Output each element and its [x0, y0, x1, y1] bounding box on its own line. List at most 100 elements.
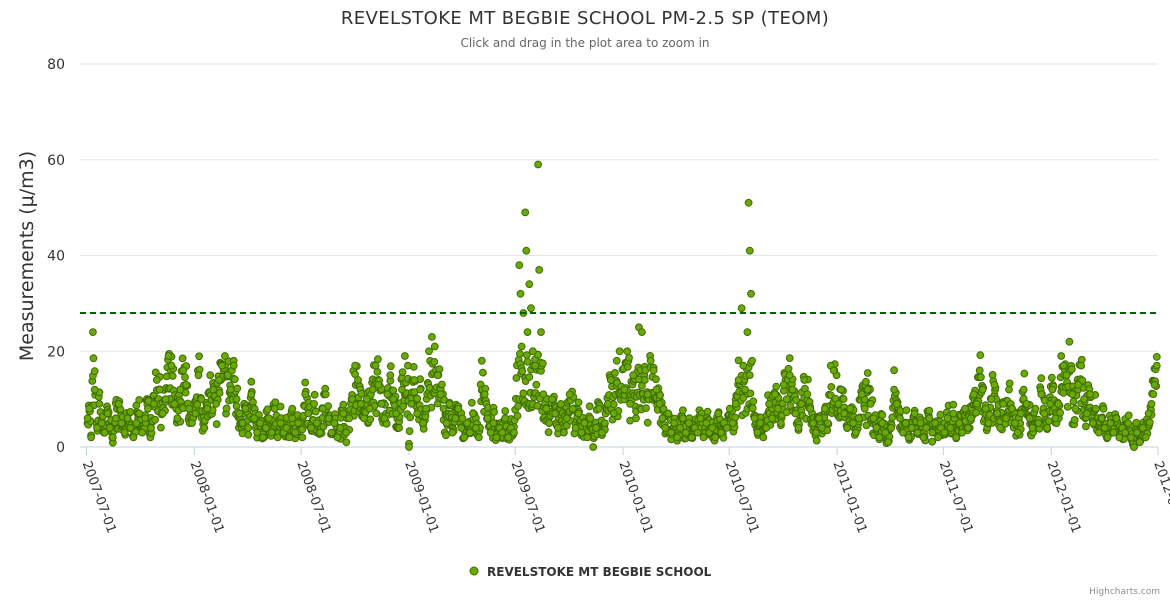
- data-point[interactable]: [1002, 414, 1010, 423]
- data-point[interactable]: [611, 369, 619, 377]
- data-point[interactable]: [244, 424, 253, 432]
- data-point[interactable]: [89, 354, 98, 363]
- data-point[interactable]: [902, 406, 911, 415]
- data-point[interactable]: [221, 352, 229, 360]
- data-point[interactable]: [1013, 428, 1022, 437]
- data-point[interactable]: [544, 428, 553, 437]
- data-point[interactable]: [291, 428, 300, 437]
- data-point[interactable]: [250, 414, 259, 423]
- data-point[interactable]: [768, 414, 776, 423]
- data-point[interactable]: [178, 354, 187, 363]
- data-point[interactable]: [1109, 428, 1118, 437]
- data-point[interactable]: [405, 443, 413, 451]
- data-point[interactable]: [531, 361, 539, 370]
- data-point[interactable]: [474, 433, 483, 442]
- data-point[interactable]: [684, 419, 693, 428]
- data-point[interactable]: [537, 328, 545, 337]
- data-point[interactable]: [922, 424, 931, 432]
- data-point[interactable]: [486, 428, 495, 437]
- data-point[interactable]: [919, 433, 928, 442]
- data-point[interactable]: [168, 372, 177, 380]
- data-point[interactable]: [890, 366, 898, 375]
- data-point[interactable]: [702, 419, 711, 428]
- data-point[interactable]: [749, 397, 758, 406]
- data-point[interactable]: [467, 398, 476, 407]
- data-point[interactable]: [592, 424, 600, 432]
- data-point[interactable]: [439, 404, 448, 413]
- data-point[interactable]: [1097, 414, 1106, 423]
- data-point[interactable]: [354, 376, 362, 384]
- data-point[interactable]: [925, 406, 934, 415]
- data-point[interactable]: [90, 367, 99, 376]
- data-point[interactable]: [238, 419, 247, 428]
- data-point[interactable]: [717, 428, 725, 437]
- data-point[interactable]: [696, 414, 705, 423]
- data-point[interactable]: [862, 421, 871, 430]
- data-point[interactable]: [744, 198, 753, 207]
- data-point[interactable]: [803, 390, 812, 399]
- data-point[interactable]: [728, 419, 737, 428]
- data-point[interactable]: [907, 424, 916, 432]
- data-point[interactable]: [195, 352, 204, 361]
- data-point[interactable]: [928, 437, 937, 446]
- data-point[interactable]: [170, 400, 179, 408]
- credits-link[interactable]: Highcharts.com: [1089, 587, 1160, 597]
- data-point[interactable]: [386, 362, 395, 371]
- data-point[interactable]: [890, 385, 898, 394]
- data-point[interactable]: [1022, 400, 1031, 408]
- data-point[interactable]: [1037, 390, 1046, 399]
- data-point[interactable]: [609, 409, 618, 418]
- data-point[interactable]: [448, 428, 457, 437]
- data-point[interactable]: [964, 424, 972, 432]
- data-point[interactable]: [655, 400, 664, 408]
- data-point[interactable]: [557, 400, 565, 408]
- data-point[interactable]: [150, 400, 158, 408]
- data-point[interactable]: [212, 420, 221, 429]
- data-point[interactable]: [244, 430, 253, 439]
- data-point[interactable]: [460, 433, 469, 442]
- data-point[interactable]: [176, 385, 185, 394]
- data-point[interactable]: [1099, 405, 1108, 413]
- data-point[interactable]: [884, 438, 893, 447]
- data-point[interactable]: [577, 428, 586, 437]
- data-point[interactable]: [878, 419, 887, 428]
- data-point[interactable]: [612, 356, 621, 365]
- data-point[interactable]: [1020, 369, 1029, 378]
- data-point[interactable]: [298, 425, 307, 434]
- data-point[interactable]: [167, 361, 176, 370]
- data-point[interactable]: [1045, 417, 1053, 426]
- data-point[interactable]: [374, 355, 382, 364]
- data-point[interactable]: [528, 347, 537, 356]
- data-point[interactable]: [1065, 337, 1074, 346]
- data-point[interactable]: [373, 368, 382, 376]
- data-point[interactable]: [307, 424, 316, 432]
- data-point[interactable]: [138, 428, 147, 437]
- data-point[interactable]: [147, 424, 155, 432]
- data-point[interactable]: [422, 404, 430, 413]
- data-point[interactable]: [348, 395, 357, 404]
- data-point[interactable]: [1056, 408, 1064, 417]
- data-point[interactable]: [821, 404, 829, 413]
- data-point[interactable]: [779, 380, 788, 389]
- data-point[interactable]: [413, 409, 422, 418]
- data-point[interactable]: [595, 404, 603, 413]
- data-point[interactable]: [809, 419, 817, 428]
- data-point[interactable]: [1127, 433, 1135, 442]
- data-point[interactable]: [1046, 400, 1054, 408]
- data-point[interactable]: [589, 443, 598, 451]
- data-point[interactable]: [829, 366, 838, 375]
- data-point[interactable]: [857, 390, 866, 399]
- data-point[interactable]: [425, 347, 433, 356]
- data-point[interactable]: [111, 414, 120, 423]
- data-point[interactable]: [852, 428, 860, 437]
- data-point[interactable]: [436, 390, 445, 399]
- data-point[interactable]: [342, 438, 351, 447]
- data-point[interactable]: [191, 409, 200, 418]
- data-point[interactable]: [433, 371, 442, 380]
- data-point[interactable]: [1152, 361, 1161, 370]
- data-point[interactable]: [823, 419, 832, 428]
- data-point[interactable]: [747, 289, 755, 298]
- data-point[interactable]: [232, 395, 241, 404]
- data-point[interactable]: [626, 400, 634, 408]
